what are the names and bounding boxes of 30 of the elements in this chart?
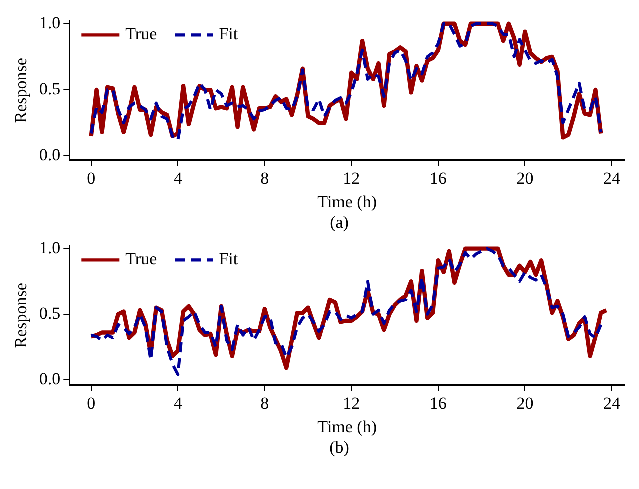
x-tick-label: 4 (174, 394, 183, 413)
x-tick-label: 12 (343, 394, 360, 413)
legend-label: Fit (219, 24, 238, 44)
legend-label: True (126, 250, 158, 269)
legend-label: Fit (219, 250, 238, 269)
x-tick-label: 8 (260, 168, 270, 188)
y-tick-label: 1.0 (39, 13, 61, 32)
x-tick-label: 4 (174, 168, 183, 188)
x-axis-title: Time (h) (318, 417, 378, 436)
y-axis-title: Response (12, 58, 31, 124)
x-tick-label: 16 (430, 394, 447, 413)
legend-label: True (126, 24, 158, 44)
y-tick-label: 0.5 (39, 304, 61, 323)
y-tick-label: 1.0 (39, 238, 61, 258)
y-tick-label: 0.0 (39, 369, 61, 388)
y-tick-label: 0.0 (39, 146, 61, 165)
x-tick-label: 0 (87, 394, 96, 413)
x-tick-label: 20 (516, 168, 534, 188)
y-tick-label: 0.5 (39, 80, 61, 99)
x-tick-label: 0 (87, 168, 96, 188)
y-axis-title: Response (12, 283, 31, 348)
x-tick-label: 16 (430, 168, 447, 188)
x-tick-label: 20 (516, 394, 534, 413)
x-tick-label: 24 (603, 168, 621, 188)
x-tick-label: 8 (260, 394, 270, 413)
x-tick-label: 12 (343, 168, 360, 188)
x-tick-label: 24 (603, 394, 621, 413)
text: (a) (329, 213, 350, 233)
text: (b) (328, 438, 350, 458)
x-axis-title: Time (h) (318, 192, 378, 212)
